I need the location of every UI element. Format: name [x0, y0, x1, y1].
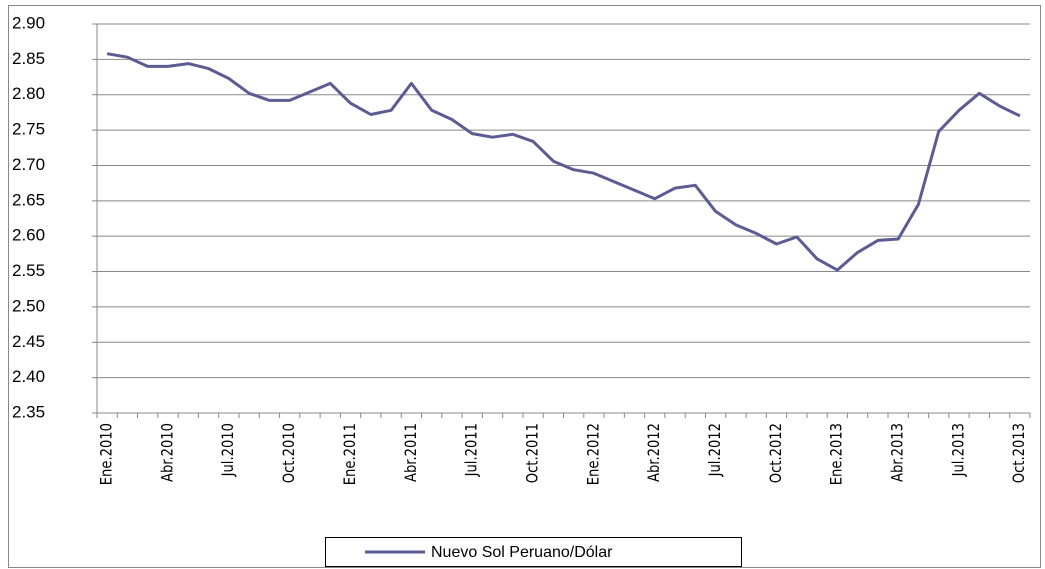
y-tick-label: 2.65 [12, 190, 45, 209]
x-tick-label: Abr.2010 [158, 423, 177, 482]
y-tick-label: 2.45 [12, 332, 45, 351]
line-series [106, 52, 1021, 272]
x-tick-label: Abr.2012 [645, 423, 664, 482]
y-tick-label: 2.85 [12, 49, 45, 68]
x-tick-label: Jul.2013 [949, 423, 968, 477]
x-tick-label: Abr.2013 [888, 423, 907, 482]
x-tick-label: Oct.2011 [523, 423, 542, 483]
y-tick-label: 2.70 [12, 155, 45, 174]
x-tick-label: Ene.2011 [341, 423, 360, 485]
x-tick-label: Ene.2010 [97, 423, 116, 485]
chart-border [8, 5, 1041, 568]
y-tick-label: 2.40 [12, 367, 45, 386]
x-tick-label: Jul.2012 [706, 423, 725, 477]
legend-label: Nuevo Sol Peruano/Dólar [431, 544, 613, 561]
x-tick-label: Oct.2013 [1010, 423, 1029, 483]
x-tick-label: Jul.2010 [219, 423, 238, 477]
y-tick-label: 2.75 [12, 120, 45, 139]
y-tick-label: 2.35 [12, 402, 45, 421]
x-tick-label: Oct.2012 [767, 423, 786, 483]
y-tick-label: 2.90 [12, 13, 45, 32]
x-tick-label: Abr.2011 [402, 423, 421, 482]
x-tick-label: Jul.2011 [462, 423, 481, 477]
x-tick-label: Ene.2012 [584, 423, 603, 485]
x-tick-label: Ene.2013 [827, 423, 846, 485]
x-tick-label: Oct.2010 [280, 423, 299, 483]
y-tick-label: 2.60 [12, 226, 45, 245]
y-tick-label: 2.55 [12, 261, 45, 280]
y-tick-label: 2.80 [12, 84, 45, 103]
y-tick-label: 2.50 [12, 296, 45, 315]
